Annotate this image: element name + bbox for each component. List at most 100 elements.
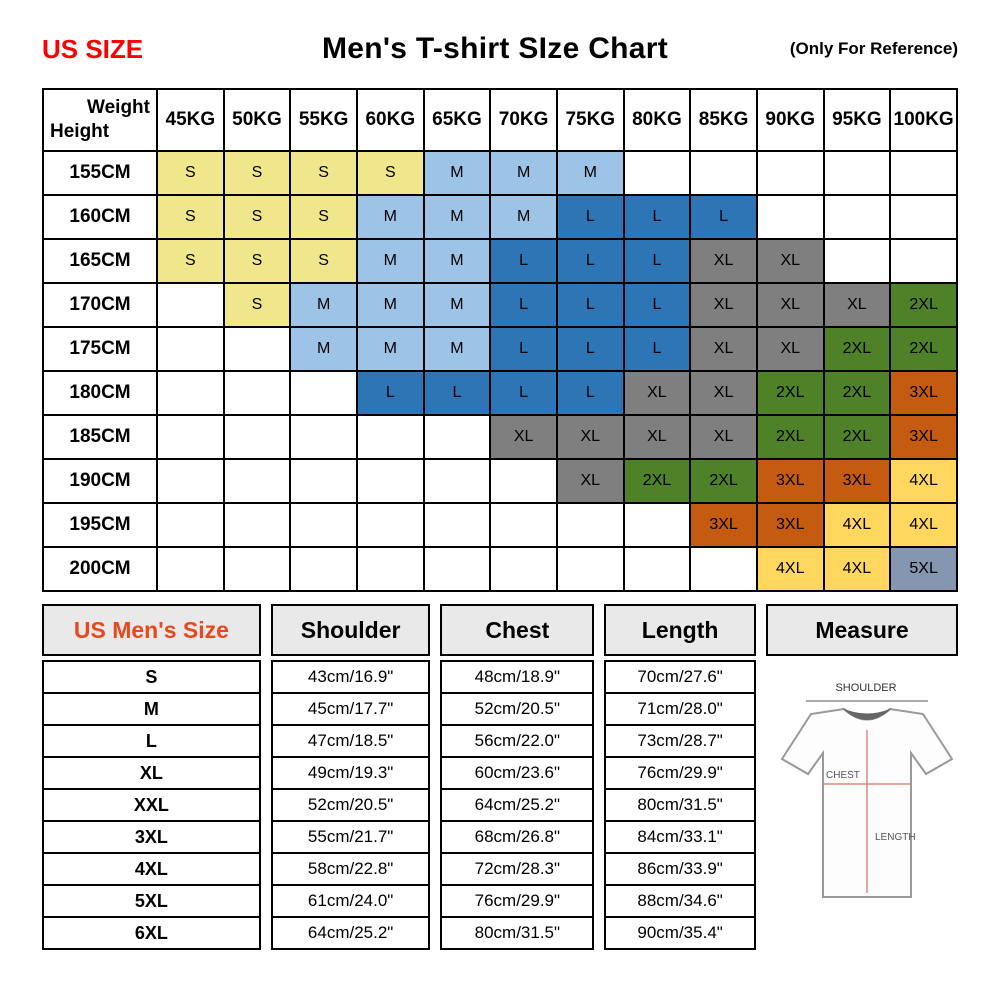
- shoulder-value-cell: 47cm/18.5": [270, 724, 431, 758]
- size-cell-empty: [822, 194, 892, 240]
- size-cell-empty: [156, 458, 225, 504]
- size-cell: M: [355, 238, 425, 284]
- size-cell: M: [422, 150, 492, 196]
- corner-height-label: Height: [50, 121, 110, 142]
- chest-diagram-label: CHEST: [826, 770, 860, 781]
- length-column-header: Length: [604, 604, 756, 656]
- size-cell-empty: [289, 502, 358, 548]
- size-cell: XL: [689, 282, 758, 328]
- length-column-body: 70cm/27.6" 71cm/28.0" 73cm/28.7" 76cm/29.9"…: [604, 660, 756, 950]
- size-cell: S: [222, 150, 292, 196]
- height-row-header: 185CM: [42, 414, 158, 460]
- size-cell: XL: [689, 414, 758, 460]
- size-cell-empty: [622, 502, 692, 548]
- matrix-row: 165CM S S S M M L L L XL XL: [42, 238, 958, 284]
- size-cell-empty: [555, 502, 625, 548]
- size-cell: L: [489, 326, 558, 372]
- chest-column-body: 48cm/18.9" 52cm/20.5" 56cm/22.0" 60cm/23.6"…: [440, 660, 595, 950]
- chest-value-cell: 80cm/31.5": [440, 916, 595, 950]
- height-row-header: 200CM: [42, 546, 158, 592]
- size-cell: M: [422, 326, 492, 372]
- size-cell: M: [422, 238, 492, 284]
- size-cell-empty: [289, 546, 358, 592]
- shoulder-column: Shoulder 43cm/16.9" 45cm/17.7" 47cm/18.5" 4…: [270, 604, 431, 950]
- size-cell: M: [422, 282, 492, 328]
- length-value-cell: 71cm/28.0": [604, 692, 756, 726]
- size-value-cell: XXL: [42, 788, 261, 822]
- size-cell: XL: [622, 370, 692, 416]
- size-cell: S: [156, 238, 225, 284]
- size-cell: 4XL: [755, 546, 825, 592]
- size-cell-empty: [355, 458, 425, 504]
- size-cell: XL: [822, 282, 892, 328]
- chest-value-cell: 60cm/23.6": [440, 756, 595, 790]
- size-cell: 2XL: [889, 282, 958, 328]
- size-cell: L: [555, 194, 625, 240]
- size-cell: XL: [622, 414, 692, 460]
- tshirt-icon: SHOULDER CHEST LENGTH: [780, 682, 954, 898]
- size-cell: 2XL: [689, 458, 758, 504]
- size-cell: S: [289, 194, 358, 240]
- size-cell: 3XL: [889, 370, 958, 416]
- shoulder-value-cell: 64cm/25.2": [270, 916, 431, 950]
- size-cell: M: [489, 194, 558, 240]
- size-cell: 3XL: [822, 458, 892, 504]
- height-row-header: 180CM: [42, 370, 158, 416]
- size-cell: S: [156, 194, 225, 240]
- shoulder-value-cell: 45cm/17.7": [270, 692, 431, 726]
- weight-column-header: 95KG: [822, 88, 892, 152]
- size-cell: M: [289, 282, 358, 328]
- length-value-cell: 90cm/35.4": [604, 916, 756, 950]
- size-cell: M: [355, 282, 425, 328]
- size-cell-empty: [489, 502, 558, 548]
- size-cell-empty: [156, 414, 225, 460]
- size-cell: 4XL: [889, 458, 958, 504]
- shoulder-value-cell: 49cm/19.3": [270, 756, 431, 790]
- size-cell: 2XL: [755, 414, 825, 460]
- length-column: Length 70cm/27.6" 71cm/28.0" 73cm/28.7" 76c…: [604, 604, 756, 950]
- matrix-row: 185CM XL XL XL XL 2XL 2XL 3XL: [42, 414, 958, 460]
- matrix-row: 195CM 3XL 3XL 4XL 4XL: [42, 502, 958, 548]
- weight-column-header: 50KG: [222, 88, 292, 152]
- size-cell: M: [555, 150, 625, 196]
- size-cell: XL: [489, 414, 558, 460]
- size-cell-empty: [222, 458, 292, 504]
- size-cell-empty: [755, 150, 825, 196]
- size-cell: 3XL: [755, 502, 825, 548]
- height-row-header: 190CM: [42, 458, 158, 504]
- weight-column-header: 70KG: [489, 88, 558, 152]
- size-cell-empty: [355, 502, 425, 548]
- weight-column-header: 85KG: [689, 88, 758, 152]
- matrix-row: 170CM S M M M L L L XL XL XL 2XL: [42, 282, 958, 328]
- size-cell: L: [622, 326, 692, 372]
- size-cell: XL: [755, 326, 825, 372]
- measurement-table: US Men's Size S M L XL XXL 3XL 4XL 5XL 6XL Shoul…: [42, 604, 958, 950]
- height-row-header: 155CM: [42, 150, 158, 196]
- size-cell-empty: [156, 370, 225, 416]
- weight-column-header: 90KG: [755, 88, 825, 152]
- chest-value-cell: 56cm/22.0": [440, 724, 595, 758]
- size-column-header-box: US Men's Size: [42, 604, 261, 656]
- size-cell: L: [489, 238, 558, 284]
- size-cell: M: [355, 194, 425, 240]
- length-value-cell: 76cm/29.9": [604, 756, 756, 790]
- size-cell-empty: [689, 150, 758, 196]
- size-cell-empty: [555, 546, 625, 592]
- size-cell: L: [555, 370, 625, 416]
- size-column: US Men's Size S M L XL XXL 3XL 4XL 5XL 6XL: [42, 604, 261, 950]
- tshirt-diagram: SHOULDER CHEST LENGTH: [766, 656, 958, 950]
- size-cell: XL: [689, 238, 758, 284]
- size-cell: L: [555, 238, 625, 284]
- chest-value-cell: 52cm/20.5": [440, 692, 595, 726]
- size-cell: 3XL: [755, 458, 825, 504]
- size-cell-empty: [822, 150, 892, 196]
- size-cell: M: [422, 194, 492, 240]
- size-cell-empty: [755, 194, 825, 240]
- size-cell-empty: [822, 238, 892, 284]
- matrix-row: 155CM S S S S M M M: [42, 150, 958, 196]
- size-cell: XL: [755, 238, 825, 284]
- chest-column: Chest 48cm/18.9" 52cm/20.5" 56cm/22.0" 60cm…: [440, 604, 595, 950]
- weight-column-header: 60KG: [355, 88, 425, 152]
- size-cell: L: [355, 370, 425, 416]
- size-value-cell: 6XL: [42, 916, 261, 950]
